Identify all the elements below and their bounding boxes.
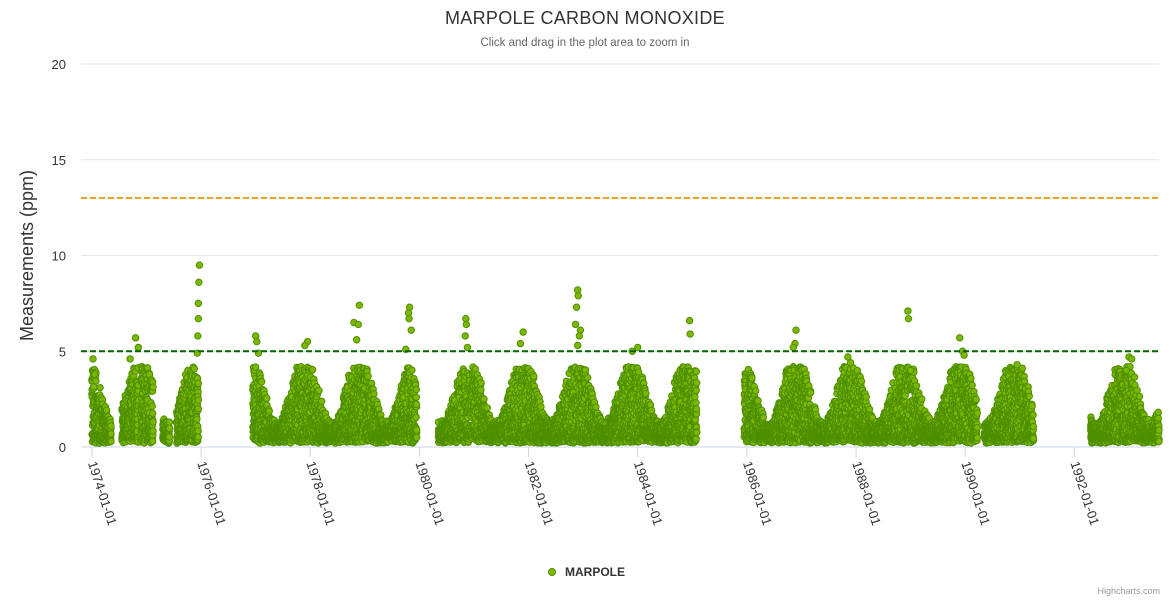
x-tick-label: 1974-01-01 — [85, 459, 120, 527]
data-point[interactable] — [190, 365, 199, 373]
data-point[interactable] — [315, 386, 323, 395]
data-point[interactable] — [263, 394, 271, 403]
y-axis-label: Measurements (ppm) — [17, 170, 37, 341]
data-point[interactable] — [364, 372, 372, 380]
data-point[interactable] — [408, 366, 416, 374]
x-tick-label: 1988-01-01 — [849, 459, 884, 527]
data-point[interactable] — [412, 426, 421, 434]
x-tick-label: 1978-01-01 — [303, 459, 338, 527]
data-point[interactable] — [107, 430, 115, 438]
data-point[interactable] — [194, 404, 203, 413]
x-tick-label: 1992-01-01 — [1068, 459, 1103, 527]
x-tick-label: 1990-01-01 — [958, 459, 993, 527]
data-point[interactable] — [477, 379, 485, 387]
data-point[interactable] — [257, 378, 266, 386]
data-point[interactable] — [530, 372, 538, 381]
data-point[interactable] — [412, 385, 421, 394]
x-axis: 1974-01-01 1976-01-01 1978-01-01 1980-01-01… — [85, 447, 1102, 527]
y-axis-ticks: 0 5 10 15 20 — [52, 57, 66, 455]
x-tick-label: 1980-01-01 — [413, 459, 448, 527]
x-tick-label: 1982-01-01 — [522, 459, 557, 527]
data-point[interactable] — [412, 413, 420, 421]
data-point[interactable] — [265, 407, 274, 415]
data-point[interactable] — [193, 415, 201, 423]
x-tick-label: 1984-01-01 — [631, 459, 666, 527]
data-point[interactable] — [477, 386, 485, 394]
data-point[interactable] — [148, 409, 157, 418]
data-point[interactable] — [480, 395, 488, 403]
data-point[interactable] — [194, 427, 202, 435]
data-point[interactable] — [412, 400, 421, 409]
data-point[interactable] — [194, 396, 203, 404]
data-point[interactable] — [308, 365, 317, 374]
data-point[interactable] — [483, 404, 491, 412]
data-point[interactable] — [92, 377, 100, 385]
data-point[interactable] — [96, 383, 104, 392]
x-tick-label: 1976-01-01 — [194, 459, 229, 527]
y-tick-label: 10 — [52, 249, 66, 264]
data-point[interactable] — [149, 418, 157, 426]
data-point[interactable] — [412, 433, 421, 442]
data-point[interactable] — [107, 422, 115, 430]
data-point[interactable] — [165, 418, 174, 426]
data-point[interactable] — [102, 406, 111, 414]
data-point[interactable] — [165, 424, 174, 432]
data-point[interactable] — [149, 427, 157, 435]
x-tick-label: 1986-01-01 — [740, 459, 775, 527]
data-point[interactable] — [318, 397, 326, 405]
y-tick-label: 5 — [59, 344, 66, 359]
chart-subtitle: Click and drag in the plot area to zoom … — [480, 37, 690, 49]
data-point[interactable] — [194, 379, 203, 387]
data-point[interactable] — [107, 437, 115, 446]
y-tick-label: 15 — [52, 153, 66, 168]
data-point[interactable] — [165, 433, 174, 441]
scatter-points[interactable] — [88, 261, 1163, 447]
y-tick-label: 0 — [59, 440, 66, 455]
y-tick-label: 20 — [52, 57, 66, 72]
chart-title: MARPOLE CARBON MONOXIDE — [445, 8, 725, 28]
data-point[interactable] — [148, 437, 157, 446]
data-point[interactable] — [149, 383, 157, 391]
data-point[interactable] — [251, 363, 260, 371]
data-point[interactable] — [412, 393, 421, 401]
data-point[interactable] — [537, 403, 545, 411]
data-point[interactable] — [148, 402, 157, 410]
